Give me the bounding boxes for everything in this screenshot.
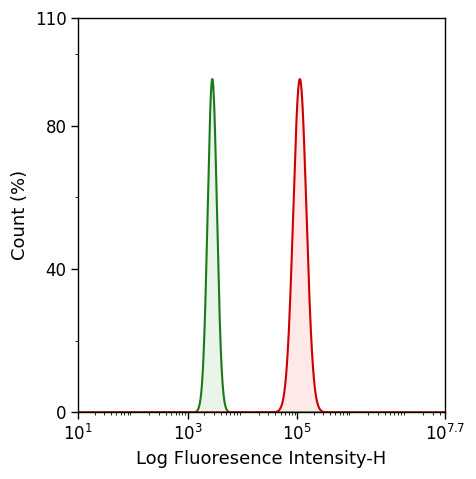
X-axis label: Log Fluoresence Intensity-H: Log Fluoresence Intensity-H [137,450,387,468]
Y-axis label: Count (%): Count (%) [11,170,29,260]
